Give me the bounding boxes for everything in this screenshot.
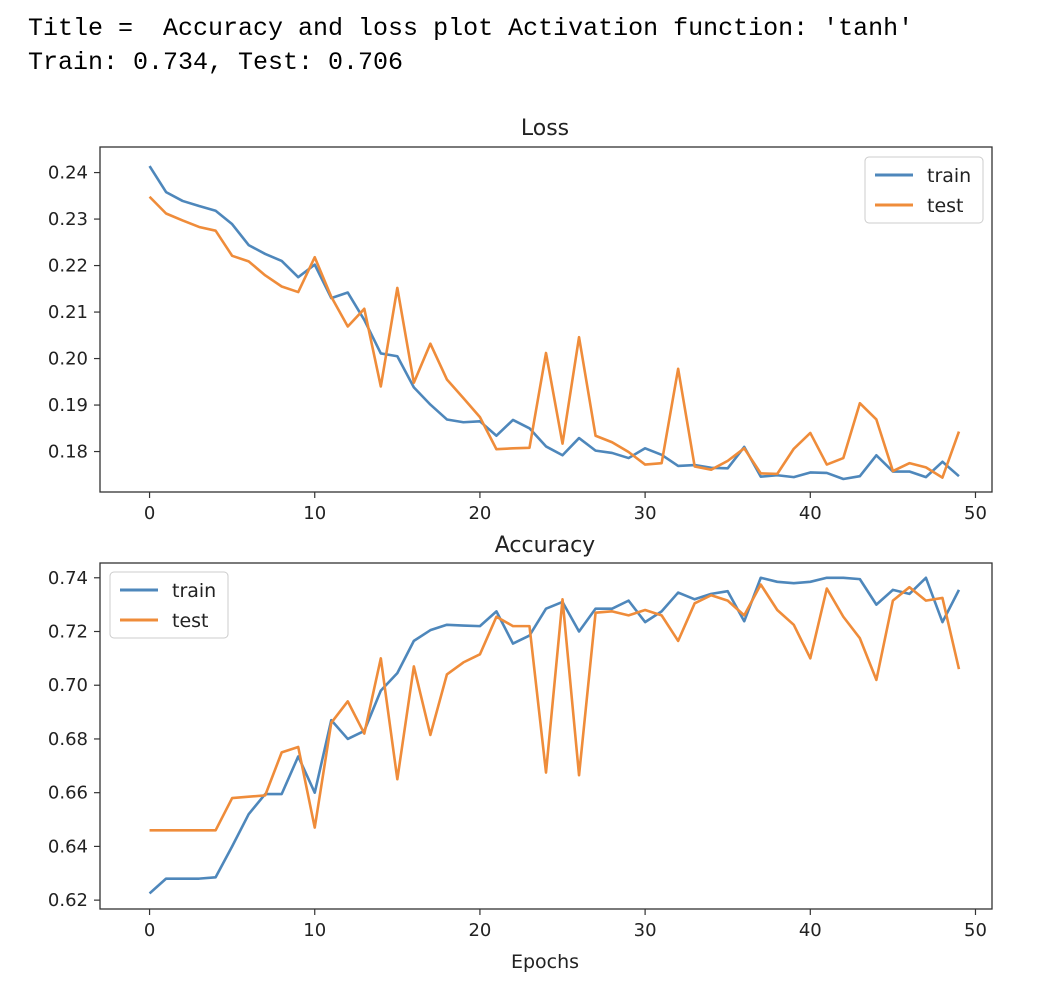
accuracy-plot: Accuracy 0 10 20 30 40 50 0.62 0.64 0.66 0.68 0.70… [48,533,993,973]
accuracy-plot-title: Accuracy [495,533,595,558]
loss-xtick-label: 40 [799,503,822,524]
accuracy-xtick-label: 30 [634,920,657,941]
loss-ytick-label: 0.22 [48,256,88,277]
accuracy-train-line [148,576,961,895]
accuracy-xtick-label: 20 [468,920,491,941]
loss-legend-train-label: train [927,165,971,187]
loss-plot: Loss 0 10 20 30 40 50 0.18 0.19 0.20 0.21 0.22 0.23… [48,116,993,524]
accuracy-ytick-label: 0.70 [48,675,88,696]
loss-xtick-label: 50 [964,503,987,524]
loss-plot-frame [99,146,993,493]
loss-xtick-label: 10 [303,503,326,524]
header-title-line: Title = Accuracy and loss plot Activatio… [28,14,914,43]
accuracy-legend: train test [109,571,229,639]
accuracy-test-line [149,583,961,832]
accuracy-xtick-label: 50 [964,920,987,941]
accuracy-legend-test-label: test [172,610,209,632]
accuracy-xlabel: Epochs [511,951,579,973]
accuracy-ytick-label: 0.68 [48,729,88,750]
accuracy-legend-train-label: train [172,580,216,602]
accuracy-ytick-label: 0.74 [48,568,88,589]
header-score-line: Train: 0.734, Test: 0.706 [28,48,404,77]
loss-xtick-label: 30 [634,503,657,524]
loss-plot-title: Loss [521,116,569,141]
accuracy-xtick-label: 0 [144,920,155,941]
loss-legend: train test [864,156,984,224]
loss-test-line [148,195,961,479]
accuracy-ytick-label: 0.72 [48,622,88,643]
accuracy-ytick-label: 0.64 [48,836,88,857]
accuracy-xtick-label: 10 [303,920,326,941]
accuracy-ytick-label: 0.62 [48,890,88,911]
loss-xtick-label: 0 [144,503,155,524]
loss-ytick-label: 0.24 [48,163,88,184]
loss-ytick-label: 0.19 [48,395,88,416]
accuracy-xtick-label: 40 [799,920,822,941]
loss-ytick-label: 0.23 [48,209,88,230]
loss-ytick-label: 0.21 [48,302,88,323]
output-header: Title = Accuracy and loss plot Activatio… [28,12,913,80]
loss-train-line [148,165,960,481]
loss-xtick-label: 20 [468,503,491,524]
accuracy-ytick-label: 0.66 [48,783,88,804]
loss-ytick-label: 0.20 [48,349,88,370]
accuracy-plot-frame [99,562,993,910]
loss-legend-test-label: test [927,195,964,217]
loss-ytick-label: 0.18 [48,442,88,463]
